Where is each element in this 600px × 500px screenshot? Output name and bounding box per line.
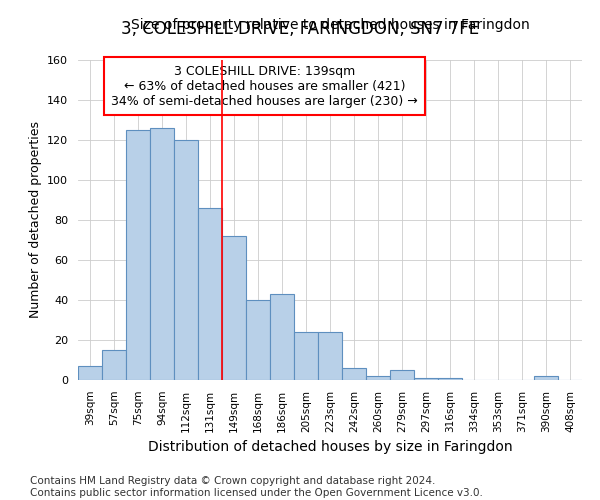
- Bar: [78, 366, 102, 380]
- Bar: [342, 368, 366, 380]
- Bar: [318, 332, 342, 380]
- Bar: [198, 208, 222, 380]
- Text: Contains HM Land Registry data © Crown copyright and database right 2024.
Contai: Contains HM Land Registry data © Crown c…: [30, 476, 483, 498]
- Bar: [246, 300, 270, 380]
- Bar: [174, 140, 198, 380]
- X-axis label: Distribution of detached houses by size in Faringdon: Distribution of detached houses by size …: [148, 440, 512, 454]
- Bar: [102, 350, 126, 380]
- Bar: [126, 130, 150, 380]
- Bar: [438, 378, 462, 380]
- Bar: [222, 236, 246, 380]
- Bar: [294, 332, 318, 380]
- Bar: [366, 376, 390, 380]
- Title: Size of property relative to detached houses in Faringdon: Size of property relative to detached ho…: [131, 18, 529, 32]
- Bar: [390, 370, 414, 380]
- Bar: [270, 294, 294, 380]
- Bar: [414, 378, 438, 380]
- Text: 3 COLESHILL DRIVE: 139sqm
← 63% of detached houses are smaller (421)
34% of semi: 3 COLESHILL DRIVE: 139sqm ← 63% of detac…: [111, 65, 418, 108]
- Bar: [534, 376, 558, 380]
- Text: 3, COLESHILL DRIVE, FARINGDON, SN7 7FE: 3, COLESHILL DRIVE, FARINGDON, SN7 7FE: [121, 20, 479, 38]
- Y-axis label: Number of detached properties: Number of detached properties: [29, 122, 41, 318]
- Bar: [150, 128, 174, 380]
